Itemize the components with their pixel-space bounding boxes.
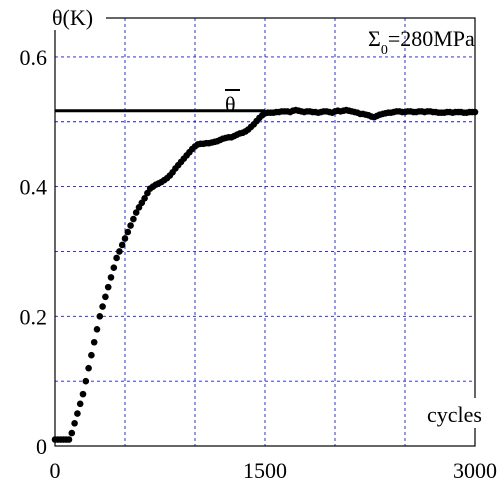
data-point (96, 313, 104, 320)
y-tick-label: 0.6 (20, 45, 48, 70)
data-point (141, 194, 148, 202)
data-point (124, 228, 132, 236)
data-point (93, 325, 101, 333)
data-point (76, 400, 84, 408)
data-points (51, 106, 479, 443)
data-point (74, 410, 81, 417)
data-point (130, 215, 137, 223)
data-point (99, 303, 106, 310)
data-point (82, 377, 90, 385)
data-point (71, 420, 78, 427)
xlabel-background (425, 398, 495, 428)
stress-annotation: Σ0=280MPa (368, 26, 475, 58)
x-tick-label: 0 (50, 458, 61, 483)
stress-annotation-value: =280MPa (388, 26, 475, 51)
y-tick-label: 0 (36, 434, 47, 459)
data-point (110, 264, 118, 271)
y-tick-label: 0.2 (20, 304, 48, 329)
data-point (132, 209, 140, 216)
data-point (85, 364, 92, 372)
mean-theta-symbol: θ (225, 92, 236, 117)
data-point (90, 338, 98, 346)
data-point (121, 235, 129, 242)
y-axis-label: θ(K) (52, 5, 93, 30)
stress-annotation-subscript: 0 (381, 43, 388, 58)
data-point (113, 254, 120, 262)
data-point (68, 429, 76, 437)
y-tick-labels: 0 0.2 0.4 0.6 (20, 45, 48, 459)
stress-annotation-symbol: Σ (368, 26, 381, 51)
ylabel-background (50, 2, 106, 30)
grid-lines (55, 18, 475, 446)
data-point (88, 351, 95, 359)
data-point (116, 248, 123, 255)
mean-theta-label: θ (225, 89, 240, 117)
data-point (104, 283, 112, 291)
x-tick-labels: 0 1500 3000 (50, 458, 497, 483)
x-axis-label: cycles (427, 402, 482, 427)
y-tick-label: 0.4 (20, 175, 48, 200)
data-point (127, 222, 134, 229)
x-tick-label: 3000 (453, 458, 497, 483)
data-point (65, 436, 73, 443)
data-point (102, 293, 109, 301)
data-point (79, 390, 87, 398)
plot-frame (54, 17, 476, 447)
data-point (107, 274, 115, 281)
data-point (118, 241, 126, 249)
x-tick-label: 1500 (243, 458, 287, 483)
